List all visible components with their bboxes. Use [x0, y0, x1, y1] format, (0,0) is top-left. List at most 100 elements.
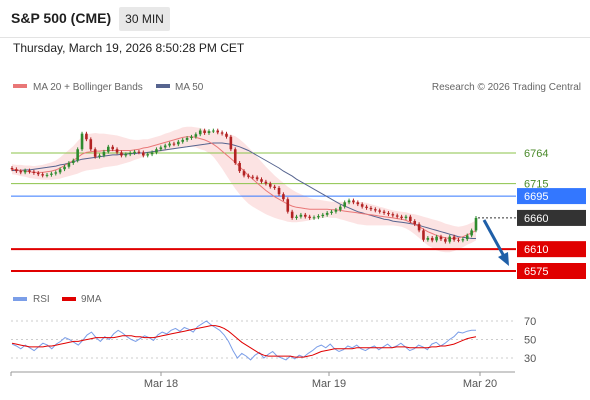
- candle-body: [212, 130, 215, 132]
- level-badge-6575: [517, 263, 586, 279]
- candle-body: [115, 149, 119, 153]
- candle-body: [268, 183, 272, 187]
- candle-body: [444, 239, 447, 242]
- instrument-title: S&P 500 (CME): [11, 10, 112, 26]
- candle-body: [303, 214, 307, 217]
- candle-body: [264, 181, 268, 184]
- candle-body: [321, 214, 325, 217]
- candle-body: [15, 169, 18, 172]
- candle-body: [76, 149, 79, 161]
- candle-body: [352, 200, 355, 203]
- ma20-legend-label: MA 20 + Bollinger Bands: [33, 82, 143, 93]
- ma20-legend-swatch: [13, 84, 27, 88]
- candle-body: [282, 194, 285, 200]
- rsi-legend-swatch: [13, 297, 27, 301]
- candle-body: [93, 149, 97, 157]
- candle-body: [159, 147, 163, 150]
- rsi-ma-line: [11, 325, 477, 358]
- candle-body: [98, 155, 101, 157]
- candle-body: [137, 151, 141, 153]
- forecast-arrow-head: [498, 252, 509, 266]
- candle-body: [28, 170, 31, 172]
- candle-body: [356, 202, 360, 205]
- candle-body: [339, 206, 342, 210]
- candle-body: [111, 146, 114, 150]
- candle-body: [247, 175, 250, 177]
- candle-body: [426, 237, 430, 240]
- candle-body: [155, 149, 158, 153]
- rsi-ma-legend-swatch: [62, 297, 76, 301]
- level-label-6695: 6695: [524, 191, 548, 203]
- ma50-legend-swatch: [156, 84, 170, 88]
- candle-body: [422, 230, 425, 240]
- candle-body: [317, 216, 320, 218]
- timeframe-badge[interactable]: 30 MIN: [119, 7, 170, 31]
- rsi-ma-legend-label: 9MA: [81, 294, 102, 305]
- candle-body: [124, 154, 128, 156]
- candle-body: [409, 216, 412, 222]
- header-divider: [0, 37, 590, 38]
- candle-body: [465, 235, 469, 240]
- level-label-6575: 6575: [524, 266, 548, 278]
- candle-body: [238, 162, 241, 172]
- candle-body: [334, 209, 338, 212]
- candle-body: [400, 216, 403, 218]
- candle-body: [273, 186, 276, 188]
- chart-header: S&P 500 (CME) 30 MIN: [0, 0, 590, 38]
- credit-label: Research © 2026 Trading Central: [432, 82, 581, 93]
- candle-body: [395, 215, 399, 217]
- candle-body: [102, 151, 106, 156]
- level-label-6660: 6660: [524, 213, 548, 225]
- candle-body: [41, 174, 44, 176]
- candle-body: [417, 224, 421, 231]
- candle-body: [67, 162, 71, 167]
- level-label-6715: 6715: [524, 179, 548, 191]
- candle-body: [299, 214, 303, 217]
- candle-body: [146, 154, 149, 156]
- candle-body: [312, 217, 316, 219]
- candle-body: [260, 179, 263, 182]
- candle-body: [233, 149, 237, 163]
- level-label-6764: 6764: [524, 148, 548, 160]
- forecast-arrow-shaft: [482, 219, 508, 261]
- candle-body: [404, 216, 408, 218]
- x-axis: Mar 18 Mar 19 Mar 20: [10, 372, 497, 390]
- rsi-tick-50: 50: [524, 335, 536, 347]
- candle-body: [172, 143, 176, 145]
- rsi-tick-30: 30: [524, 353, 536, 365]
- candle-body: [365, 206, 368, 208]
- candle-body: [347, 200, 351, 203]
- candle-body: [50, 173, 53, 175]
- rsi-line: [11, 320, 476, 361]
- candle-body: [107, 146, 110, 152]
- candle-body: [229, 136, 233, 150]
- level-badge-6660: [517, 209, 586, 226]
- candle-body: [190, 136, 193, 139]
- ma50-line: [12, 142, 476, 239]
- candle-body: [461, 239, 465, 241]
- candle-body: [10, 167, 14, 170]
- candle-body: [89, 139, 93, 150]
- candle-body: [63, 166, 66, 170]
- candle-body: [277, 187, 281, 195]
- candle-body: [85, 133, 88, 140]
- candle-body: [343, 202, 346, 207]
- candle-body: [177, 141, 180, 145]
- candle-body: [448, 236, 452, 242]
- datetime-label: Thursday, March 19, 2026 8:50:28 PM CET: [13, 41, 245, 55]
- candle-body: [220, 132, 224, 134]
- candle-body: [120, 152, 123, 156]
- candle-body: [58, 169, 62, 173]
- candle-body: [225, 133, 228, 137]
- candle-body: [194, 134, 198, 137]
- candle-body: [286, 199, 290, 212]
- candle-body: [382, 211, 386, 213]
- candle-body: [142, 152, 145, 156]
- candle-body: [474, 217, 478, 231]
- candle-body: [128, 153, 132, 155]
- rsi-legend-label: RSI: [33, 294, 50, 305]
- rsi-plot: 70 50 30: [11, 316, 536, 365]
- candle-body: [150, 152, 154, 155]
- x-tick-label: Mar 19: [312, 378, 346, 390]
